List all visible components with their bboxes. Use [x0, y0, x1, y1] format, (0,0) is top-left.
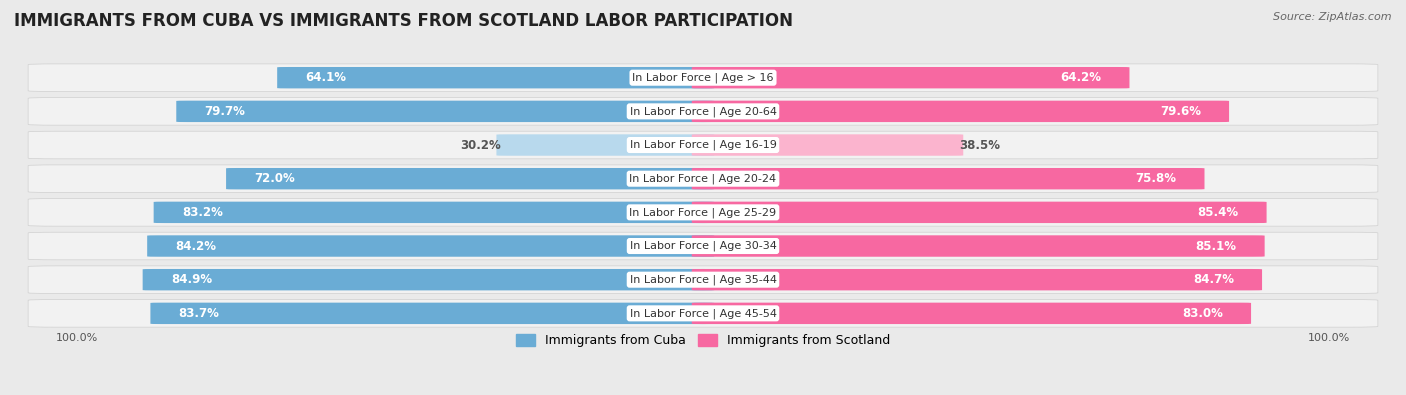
FancyBboxPatch shape: [692, 202, 1267, 223]
FancyBboxPatch shape: [28, 232, 1378, 260]
Text: In Labor Force | Age 16-19: In Labor Force | Age 16-19: [630, 140, 776, 150]
Text: 75.8%: 75.8%: [1136, 172, 1177, 185]
Legend: Immigrants from Cuba, Immigrants from Scotland: Immigrants from Cuba, Immigrants from Sc…: [510, 329, 896, 352]
FancyBboxPatch shape: [692, 303, 1251, 324]
Text: 83.0%: 83.0%: [1182, 307, 1223, 320]
Text: 64.2%: 64.2%: [1060, 71, 1101, 84]
FancyBboxPatch shape: [28, 199, 1378, 226]
Text: In Labor Force | Age 30-34: In Labor Force | Age 30-34: [630, 241, 776, 251]
FancyBboxPatch shape: [692, 235, 1264, 257]
Text: 84.9%: 84.9%: [170, 273, 212, 286]
Text: 64.1%: 64.1%: [305, 71, 346, 84]
Text: Source: ZipAtlas.com: Source: ZipAtlas.com: [1274, 12, 1392, 22]
Text: 83.2%: 83.2%: [181, 206, 222, 219]
Text: In Labor Force | Age 20-24: In Labor Force | Age 20-24: [630, 173, 776, 184]
Text: In Labor Force | Age 35-44: In Labor Force | Age 35-44: [630, 275, 776, 285]
FancyBboxPatch shape: [692, 67, 1129, 88]
FancyBboxPatch shape: [692, 134, 963, 156]
FancyBboxPatch shape: [150, 303, 714, 324]
FancyBboxPatch shape: [226, 168, 714, 189]
Text: IMMIGRANTS FROM CUBA VS IMMIGRANTS FROM SCOTLAND LABOR PARTICIPATION: IMMIGRANTS FROM CUBA VS IMMIGRANTS FROM …: [14, 12, 793, 30]
FancyBboxPatch shape: [148, 235, 714, 257]
FancyBboxPatch shape: [142, 269, 714, 290]
Text: 85.1%: 85.1%: [1195, 239, 1236, 252]
FancyBboxPatch shape: [692, 168, 1205, 189]
FancyBboxPatch shape: [28, 266, 1378, 293]
Text: 100.0%: 100.0%: [1308, 333, 1350, 342]
FancyBboxPatch shape: [496, 134, 714, 156]
FancyBboxPatch shape: [153, 202, 714, 223]
FancyBboxPatch shape: [692, 101, 1229, 122]
FancyBboxPatch shape: [28, 299, 1378, 327]
FancyBboxPatch shape: [176, 101, 714, 122]
Text: 38.5%: 38.5%: [959, 139, 1000, 152]
Text: 84.2%: 84.2%: [176, 239, 217, 252]
Text: 100.0%: 100.0%: [56, 333, 98, 342]
Text: 72.0%: 72.0%: [254, 172, 295, 185]
Text: 79.6%: 79.6%: [1160, 105, 1201, 118]
FancyBboxPatch shape: [28, 165, 1378, 192]
FancyBboxPatch shape: [277, 67, 714, 88]
Text: In Labor Force | Age 20-64: In Labor Force | Age 20-64: [630, 106, 776, 117]
Text: 79.7%: 79.7%: [204, 105, 245, 118]
Text: 83.7%: 83.7%: [179, 307, 219, 320]
FancyBboxPatch shape: [28, 98, 1378, 125]
Text: In Labor Force | Age 45-54: In Labor Force | Age 45-54: [630, 308, 776, 319]
Text: 30.2%: 30.2%: [460, 139, 501, 152]
Text: 84.7%: 84.7%: [1192, 273, 1234, 286]
FancyBboxPatch shape: [692, 269, 1263, 290]
Text: 85.4%: 85.4%: [1198, 206, 1239, 219]
Text: In Labor Force | Age 25-29: In Labor Force | Age 25-29: [630, 207, 776, 218]
FancyBboxPatch shape: [28, 131, 1378, 159]
Text: In Labor Force | Age > 16: In Labor Force | Age > 16: [633, 72, 773, 83]
FancyBboxPatch shape: [28, 64, 1378, 92]
